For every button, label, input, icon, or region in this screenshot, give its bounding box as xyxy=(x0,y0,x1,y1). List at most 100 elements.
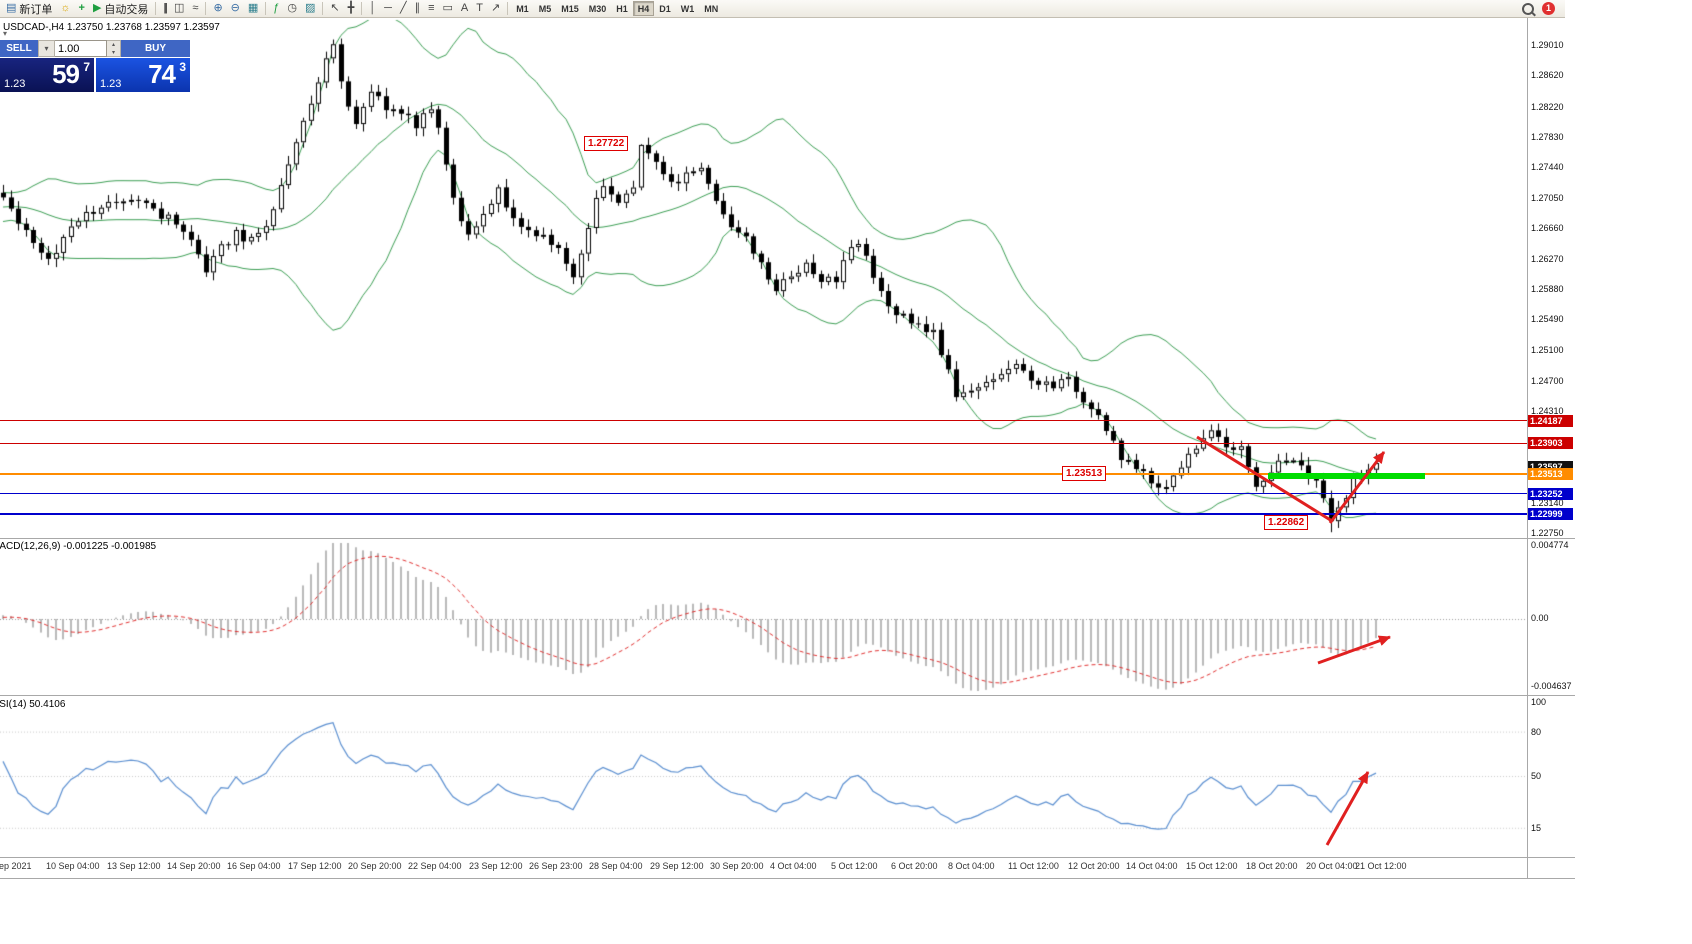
text-tool-button[interactable]: A xyxy=(457,1,472,17)
time-axis-label: 22 Sep 04:00 xyxy=(408,861,462,871)
timeframe-button-m5[interactable]: M5 xyxy=(534,1,557,16)
bar-chart-button[interactable]: ||| xyxy=(159,1,170,17)
volume-increase-button[interactable]: ▴ xyxy=(111,42,115,48)
arrows-tool-button[interactable]: ↗ xyxy=(487,1,504,17)
timeframe-button-m1[interactable]: M1 xyxy=(511,1,534,16)
toolbar-separator xyxy=(507,2,509,15)
price-callout-label[interactable]: 1.27722 xyxy=(584,136,629,151)
autotrade-label: 自动交易 xyxy=(104,3,149,16)
timeframe-button-d1[interactable]: D1 xyxy=(654,1,676,16)
rsi-scale-label: 100 xyxy=(1531,697,1547,707)
chart-wizard-button[interactable]: ☼ xyxy=(56,1,74,17)
macd-label: MACD(12,26,9) -0.001225 -0.001985 xyxy=(0,541,157,552)
crosshair-tool-button[interactable]: ╋ xyxy=(344,1,359,17)
arrow-tool-icon: ↗ xyxy=(490,2,501,14)
timeframe-button-mn[interactable]: MN xyxy=(699,1,723,16)
horizontal-level-line[interactable] xyxy=(0,420,1527,422)
time-axis-label: 20 Oct 04:00 xyxy=(1306,861,1358,871)
horizontal-line-tool-button[interactable]: ─ xyxy=(380,1,396,17)
time-axis-label: 8 Oct 04:00 xyxy=(948,861,995,871)
tile-windows-button[interactable]: ▦ xyxy=(244,1,262,17)
time-axis-label: 11 Oct 12:00 xyxy=(1008,861,1059,871)
timeframe-button-h1[interactable]: H1 xyxy=(611,1,633,16)
price-axis-tick: 1.24700 xyxy=(1531,375,1564,386)
volume-step-down-button[interactable]: ▾ xyxy=(38,40,55,57)
new-chart-button[interactable]: + xyxy=(75,1,89,17)
text-icon: A xyxy=(460,2,469,14)
notification-badge[interactable]: 1 xyxy=(1542,2,1555,15)
new-order-button[interactable]: ▤ 新订单 xyxy=(2,1,56,17)
timeframe-button-w1[interactable]: W1 xyxy=(676,1,700,16)
periods-button[interactable]: ◷ xyxy=(283,1,301,17)
zoom-out-button[interactable]: ⊖ xyxy=(227,1,244,17)
panel-separator xyxy=(0,857,1575,858)
templates-icon: ▨ xyxy=(305,2,316,14)
time-axis-label: 6 Oct 20:00 xyxy=(891,861,938,871)
buy-button[interactable]: BUY xyxy=(121,40,190,57)
horizontal-line-icon: ─ xyxy=(384,2,392,14)
timeframe-button-h4[interactable]: H4 xyxy=(632,1,655,16)
candlestick-chart-button[interactable]: ◫ xyxy=(170,1,188,17)
tile-windows-icon: ▦ xyxy=(247,2,259,14)
templates-button[interactable]: ▨ xyxy=(301,1,319,17)
price-callout-label[interactable]: 1.23513 xyxy=(1062,466,1107,481)
autotrade-button[interactable]: ▶ 自动交易 xyxy=(89,1,152,17)
indicators-icon: ƒ xyxy=(273,2,280,14)
zoom-out-icon: ⊖ xyxy=(230,2,240,14)
line-chart-icon: ≈ xyxy=(192,2,199,14)
time-axis-label: 17 Sep 12:00 xyxy=(288,861,342,871)
horizontal-level-line[interactable] xyxy=(0,512,1527,515)
search-button[interactable] xyxy=(1518,1,1538,17)
line-chart-button[interactable]: ≈ xyxy=(188,1,202,17)
search-icon xyxy=(1522,2,1534,15)
support-zone-line[interactable] xyxy=(1268,473,1425,480)
price-axis-tick: 1.26270 xyxy=(1531,253,1564,264)
buy-quote-button[interactable]: 1.23 74 3 xyxy=(96,58,190,92)
time-axis-label: 28 Sep 04:00 xyxy=(589,861,643,871)
price-axis-border[interactable] xyxy=(1527,18,1528,878)
timeframe-button-m30[interactable]: M30 xyxy=(584,1,612,16)
ask-price-pip: 3 xyxy=(179,60,186,74)
clock-icon: ◷ xyxy=(287,2,298,14)
crosshair-icon: ╋ xyxy=(347,2,355,14)
horizontal-level-line[interactable] xyxy=(0,442,1527,444)
zoom-in-button[interactable]: ⊕ xyxy=(209,1,226,17)
horizontal-level-line[interactable] xyxy=(0,493,1527,495)
toolbar-separator xyxy=(205,2,207,15)
cursor-tool-button[interactable]: ↖ xyxy=(326,1,343,17)
chart-canvas[interactable] xyxy=(0,0,1575,880)
price-axis-tick: 1.24310 xyxy=(1531,406,1564,417)
indicators-button[interactable]: ƒ xyxy=(269,1,283,17)
shapes-tool-button[interactable]: ▭ xyxy=(438,1,456,17)
time-axis-label: 21 Oct 12:00 xyxy=(1355,861,1407,871)
price-callout-label[interactable]: 1.22862 xyxy=(1264,515,1309,530)
channel-tool-button[interactable]: ∥ xyxy=(411,1,425,17)
volume-decrease-button[interactable]: ▾ xyxy=(111,50,115,56)
macd-scale-zero: 0.00 xyxy=(1531,613,1549,623)
trendline-icon: ╱ xyxy=(399,2,407,14)
channel-icon: ∥ xyxy=(414,2,421,14)
one-click-trading-panel: ▾ SELL ▾ ▴ ▾ BUY 1.23 59 7 1.23 74 3 xyxy=(0,29,190,92)
volume-input[interactable] xyxy=(55,40,107,57)
sell-quote-button[interactable]: 1.23 59 7 xyxy=(0,58,94,92)
macd-scale-top: 0.004774 xyxy=(1531,540,1569,550)
horizontal-level-line[interactable] xyxy=(0,472,1527,475)
window-bottom-border xyxy=(0,878,1575,879)
macd-scale-bottom: -0.004637 xyxy=(1531,681,1572,691)
toolbar-separator xyxy=(322,2,324,15)
sell-button[interactable]: SELL xyxy=(0,40,38,57)
fibonacci-tool-button[interactable]: ≡ xyxy=(424,1,438,17)
bid-price-big: 59 xyxy=(52,59,80,89)
panel-separator[interactable] xyxy=(0,695,1575,696)
label-tool-button[interactable]: T xyxy=(472,1,487,17)
timeframe-button-m15[interactable]: M15 xyxy=(556,1,584,16)
panel-separator[interactable] xyxy=(0,538,1575,539)
cursor-icon: ↖ xyxy=(330,2,340,14)
trade-panel-collapse-button[interactable]: ▾ xyxy=(3,29,8,38)
price-axis-badge: 1.24187 xyxy=(1528,414,1573,427)
trendline-tool-button[interactable]: ╱ xyxy=(396,1,411,17)
main-toolbar: ▤ 新订单 ☼ + ▶ 自动交易 ||| ◫ ≈ ⊕ ⊖ ▦ ƒ ◷ ▨ ↖ ╋… xyxy=(0,0,1565,18)
vertical-line-tool-button[interactable]: │ xyxy=(365,1,380,17)
rsi-scale-label: 15 xyxy=(1531,822,1542,833)
bid-price-prefix: 1.23 xyxy=(4,78,26,90)
